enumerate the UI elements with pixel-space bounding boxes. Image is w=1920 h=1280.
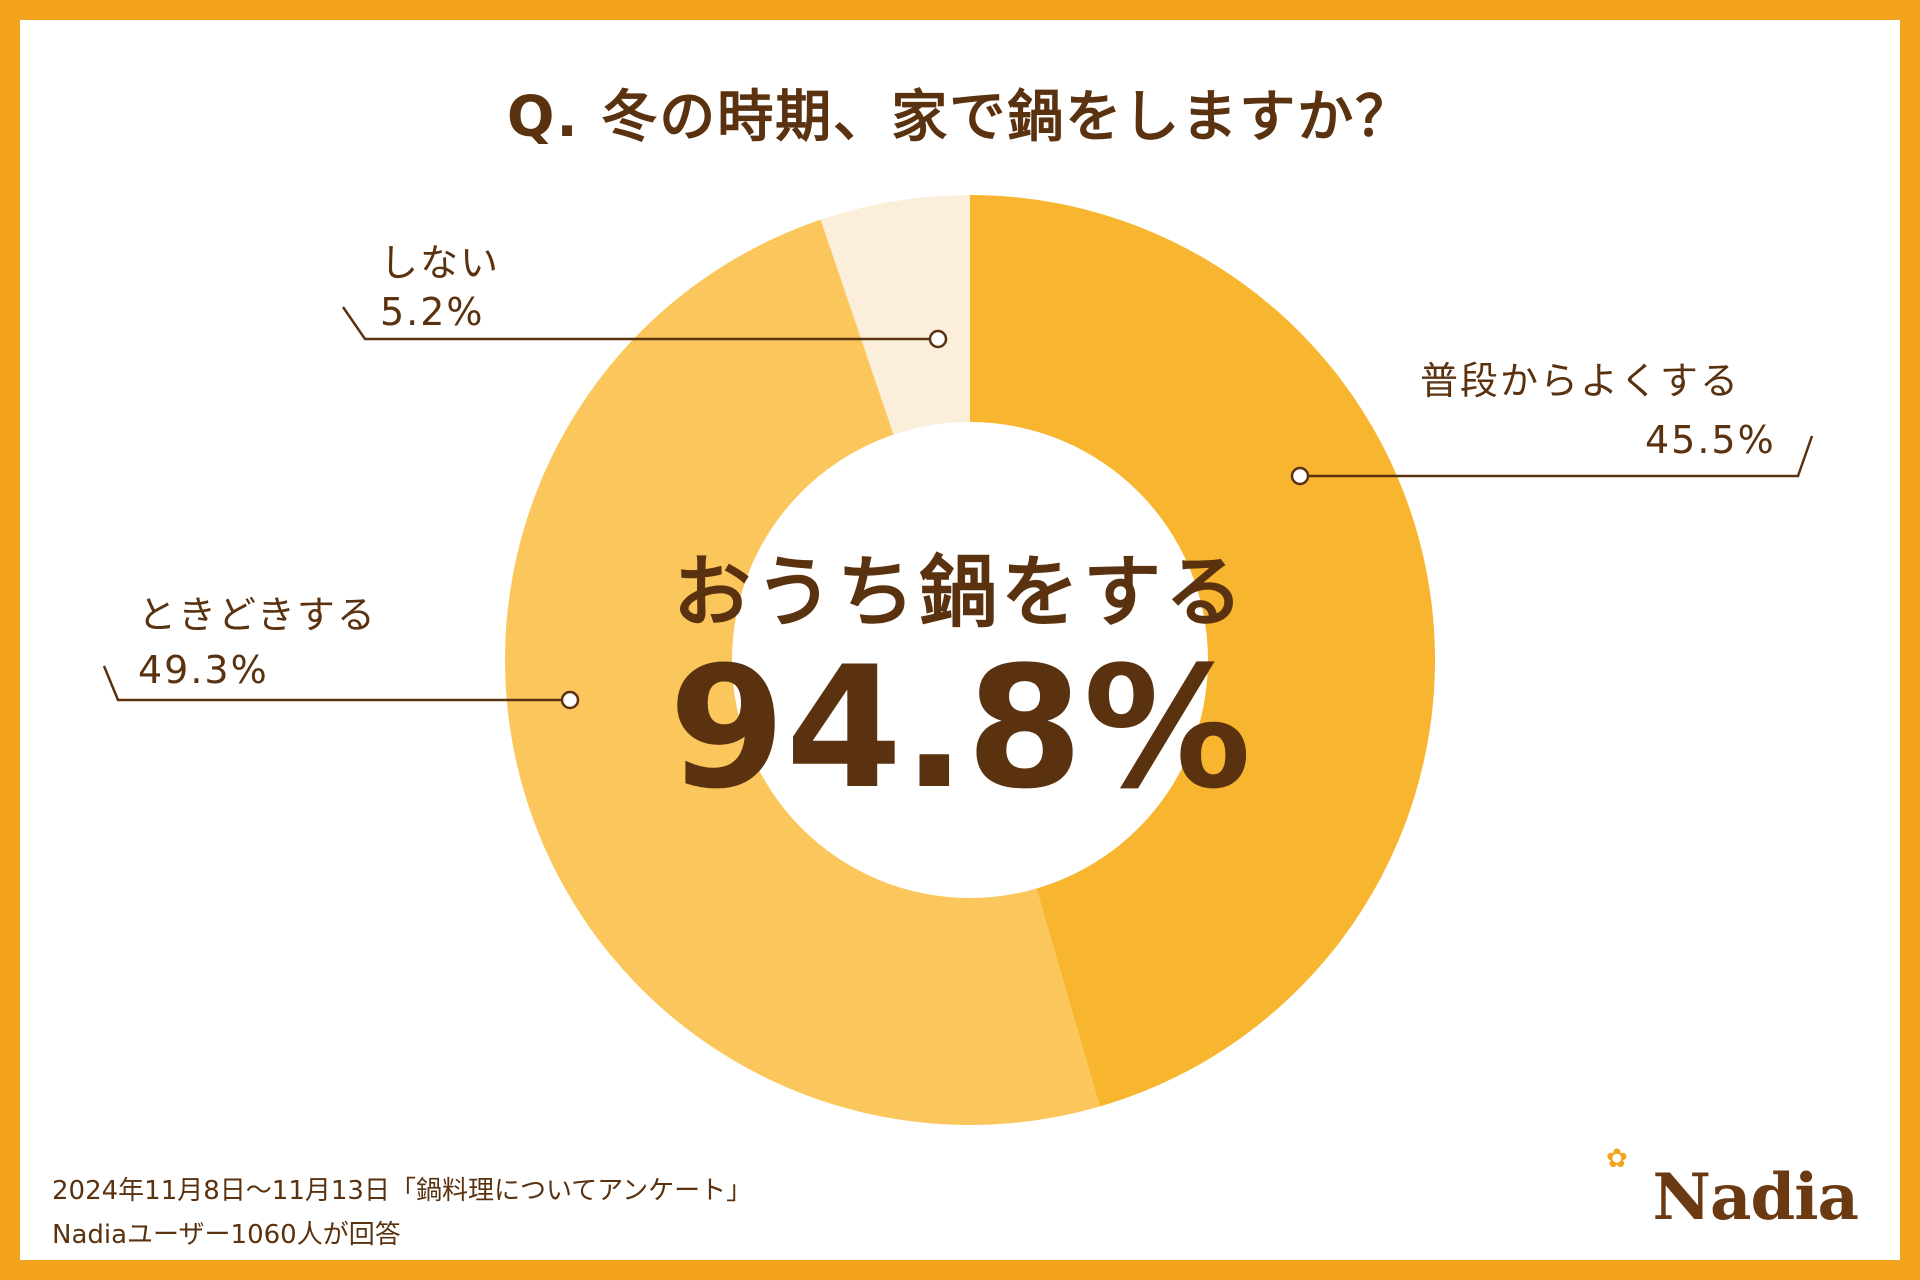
- slice-label-often: 普段からよくする: [1420, 359, 1741, 403]
- survey-period-note: 2024年11月8日〜11月13日「鍋料理についてアンケート」: [52, 1176, 753, 1206]
- flower-icon: ✿: [1606, 1144, 1628, 1174]
- leader-line-sometimes: [102, 665, 570, 702]
- center-value: 94.8%: [668, 630, 1252, 826]
- leader-line-no-dot: [928, 329, 948, 349]
- survey-respondents-note: Nadiaユーザー1060人が回答: [52, 1220, 401, 1250]
- slice-value-often: 45.5%: [1645, 418, 1776, 462]
- nadia-logo: Nadia: [1652, 1160, 1859, 1235]
- center-label: おうち鍋をする: [672, 548, 1247, 638]
- leader-line-sometimes-dot: [560, 690, 580, 710]
- leader-line-often-dot: [1290, 466, 1310, 486]
- slice-value-sometimes: 49.3%: [138, 648, 269, 692]
- slice-label-no: しない: [380, 241, 501, 285]
- chart-title: Q. 冬の時期、家で鍋をしますか？: [506, 85, 1414, 150]
- leader-line-often: [1300, 435, 1814, 478]
- donut-hole: [732, 422, 1208, 898]
- slice-value-no: 5.2%: [380, 290, 485, 334]
- slice-label-sometimes: ときどきする: [138, 593, 377, 637]
- leader-line-no: [341, 306, 938, 341]
